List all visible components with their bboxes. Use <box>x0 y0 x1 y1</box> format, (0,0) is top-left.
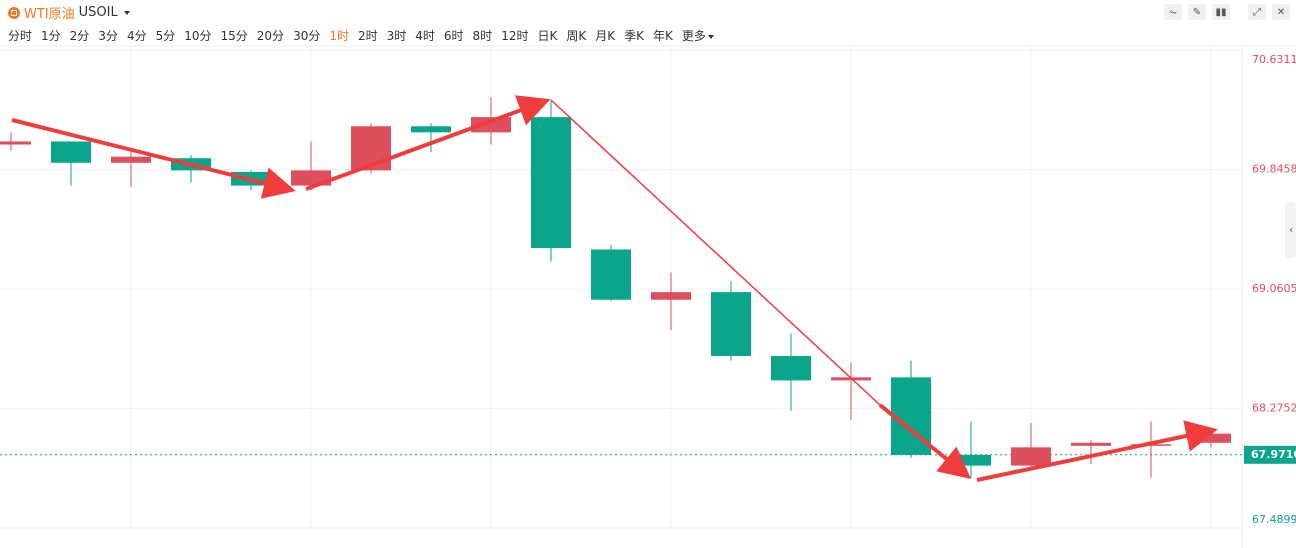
arrow <box>305 95 551 191</box>
timeframe-bar: 分时 1分 2分 3分 4分 5分 10分 15分 20分 30分 1时 2时 3时 4时 6时 8时 12时日… <box>8 27 714 44</box>
draw-button[interactable]: ✎ <box>1188 4 1206 20</box>
dropdown-caret <box>123 10 130 15</box>
price-axis: 67.4899 68.2752 69.0605 69.8458 70.6311 67.97… <box>1244 53 1296 526</box>
y-tick-label: 67.4899 <box>1252 513 1296 526</box>
more-timeframes[interactable]: 更多 <box>682 27 714 44</box>
symbol-selector[interactable]: WTI原油 USOIL <box>8 3 130 22</box>
candle-body <box>591 249 631 300</box>
timeframe-option[interactable]: 8时 <box>472 29 493 43</box>
candle-body <box>411 126 451 133</box>
symbol-name: WTI原油 <box>24 7 75 22</box>
candle-body <box>0 141 31 145</box>
timeframe-option[interactable]: 20分 <box>256 29 285 43</box>
timeframe-option[interactable]: 1时 <box>329 29 349 43</box>
arrow <box>878 403 972 480</box>
arrow <box>11 118 296 199</box>
candle-body <box>531 117 571 248</box>
y-tick-label: 70.6311 <box>1252 53 1296 66</box>
fullscreen-button[interactable]: ⤢ <box>1248 4 1266 20</box>
timeframe-option[interactable]: 4时 <box>415 29 435 43</box>
arrow <box>976 420 1218 482</box>
toolbar: ⏦ ✎ ▮▮ ⤢ ✕ <box>1164 4 1290 20</box>
timeframe-option[interactable]: 季K <box>624 29 644 43</box>
timeframe-option[interactable]: 30分 <box>293 29 321 43</box>
candle-body <box>951 454 991 466</box>
timeframe-option[interactable]: 2时 <box>357 29 378 43</box>
timeframe-option[interactable]: 15分 <box>220 29 248 43</box>
more-label: 更多 <box>681 29 706 43</box>
timeframe-option[interactable]: 月K <box>595 29 616 43</box>
timeframe-option[interactable]: 分时 <box>8 29 33 43</box>
last-price-label: 67.9710 <box>1251 448 1296 461</box>
trend-line <box>550 99 881 406</box>
candle-body <box>651 292 691 300</box>
candle-body <box>111 156 151 163</box>
timeframe-option[interactable]: 3分 <box>98 29 118 43</box>
candle-body <box>711 292 751 357</box>
candle-body <box>1011 447 1051 466</box>
y-tick-label: 68.2752 <box>1252 402 1296 415</box>
top-bar: WTI原油 USOIL ⏦ ✎ ▮▮ ⤢ ✕ <box>0 0 1296 22</box>
chart-style-button[interactable]: ▮▮ <box>1212 4 1230 20</box>
timeframe-option[interactable]: 12时 <box>501 29 529 43</box>
close-button[interactable]: ✕ <box>1272 4 1290 20</box>
symbol-icon <box>8 6 20 19</box>
timeframe-option[interactable]: 3时 <box>386 29 407 43</box>
y-tick-label: 69.8458 <box>1252 163 1296 176</box>
timeframe-option[interactable]: 日K <box>537 29 558 43</box>
candle-body <box>471 117 511 133</box>
candle-body <box>771 356 811 381</box>
dropdown-caret <box>707 34 714 39</box>
y-tick-label: 69.0605 <box>1252 282 1296 295</box>
timeframe-option[interactable]: 10分 <box>184 29 212 43</box>
candle-body <box>51 141 91 163</box>
side-panel-tab[interactable] <box>1285 202 1296 258</box>
symbol-code: USOIL <box>78 5 118 20</box>
side-panel-arrow: ‹ <box>1289 223 1293 236</box>
timeframe-option[interactable]: 周K <box>566 29 587 43</box>
candle-body <box>1071 442 1111 446</box>
timeframe-option[interactable]: 1分 <box>41 29 61 43</box>
timeframe-option[interactable]: 2分 <box>69 29 90 43</box>
indicator-button[interactable]: ⏦ <box>1164 4 1182 20</box>
annotations <box>11 95 1218 482</box>
timeframe-option[interactable]: 5分 <box>155 29 176 43</box>
timeframe-option[interactable]: 年K <box>652 29 673 43</box>
timeframe-option[interactable]: 4分 <box>126 29 147 43</box>
timeframe-option[interactable]: 6时 <box>443 29 464 43</box>
candles <box>0 97 1231 478</box>
last-price-box <box>1244 445 1296 464</box>
